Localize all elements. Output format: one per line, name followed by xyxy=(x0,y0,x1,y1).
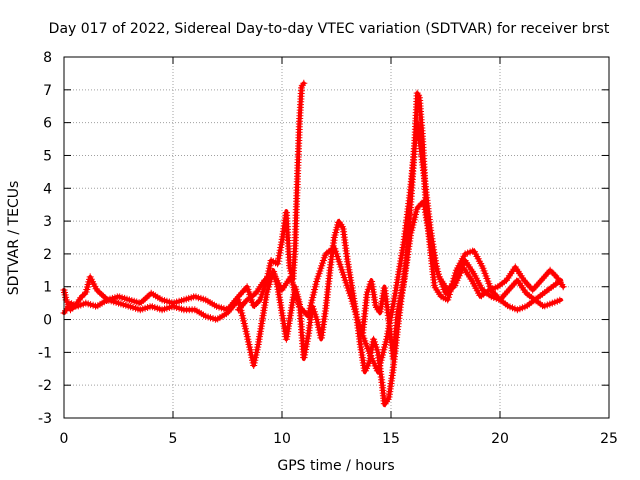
y-tick-label: -1 xyxy=(38,345,52,361)
y-tick-label: 3 xyxy=(43,214,52,230)
data-point xyxy=(550,270,558,278)
x-tick-label: 0 xyxy=(60,431,69,447)
series-arc-4 xyxy=(359,197,564,363)
data-series xyxy=(60,79,567,408)
y-tick-label: 7 xyxy=(43,83,52,99)
plot-border xyxy=(63,56,610,419)
y-tick-label: 8 xyxy=(43,50,52,66)
y-axis-label: SDTVAR / TECUs xyxy=(6,181,22,296)
x-tick-label: 25 xyxy=(600,431,618,447)
x-tick-label: 15 xyxy=(382,431,400,447)
x-tick-label: 10 xyxy=(273,431,291,447)
chart-title: Day 017 of 2022, Sidereal Day-to-day VTE… xyxy=(49,21,610,37)
y-tick-label: 5 xyxy=(43,148,52,164)
grid-lines xyxy=(64,57,609,418)
data-point xyxy=(300,79,308,87)
y-tick-label: -2 xyxy=(38,378,52,394)
x-tick-label: 20 xyxy=(491,431,509,447)
data-point xyxy=(559,283,567,291)
y-tick-label: -3 xyxy=(38,411,52,427)
y-tick-label: 1 xyxy=(43,280,52,296)
y-tick-label: 4 xyxy=(43,181,52,197)
data-point xyxy=(556,296,564,304)
y-tick-label: 6 xyxy=(43,116,52,132)
x-tick-label: 5 xyxy=(169,431,178,447)
y-tick-label: 0 xyxy=(43,313,52,329)
x-axis-label: GPS time / hours xyxy=(277,458,394,474)
axis-ticks: 0 5 10 15 20 25 -3 -2 -1 0 1 2 3 4 5 6 7 8 xyxy=(38,50,618,447)
data-point xyxy=(556,277,564,285)
y-tick-label: 2 xyxy=(43,247,52,263)
